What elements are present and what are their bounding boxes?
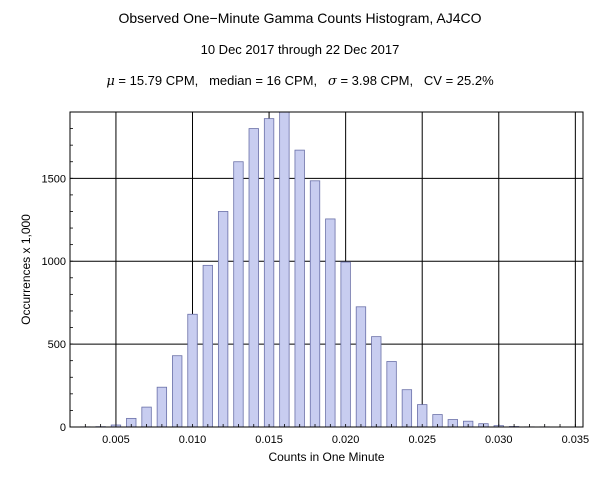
chart-stats: μ = 15.79 CPM, median = 16 CPM, σ = 3.98… xyxy=(0,73,600,89)
histogram-bar xyxy=(355,306,367,428)
x-tick-label: 0.030 xyxy=(485,434,513,446)
plot-frame xyxy=(69,111,584,428)
y-tick-label: 1000 xyxy=(42,256,66,268)
histogram-bar xyxy=(263,118,275,428)
mu-median-text: = 15.79 CPM, median = 16 CPM, xyxy=(114,73,328,88)
histogram-bar xyxy=(202,264,213,428)
bar-layer xyxy=(80,111,550,428)
x-tick-label: 0.035 xyxy=(562,434,590,446)
y-tick-label: 500 xyxy=(48,339,66,351)
histogram-bar xyxy=(187,313,198,428)
x-axis-label: Counts in One Minute xyxy=(268,450,384,464)
x-tick-label: 0.010 xyxy=(179,434,207,446)
histogram-bar xyxy=(217,211,229,428)
tick-layer: 0.005 0.010 0.015 0.020 0.025 0.030 0.035 0 500 1… xyxy=(42,111,590,446)
histogram-bar xyxy=(386,361,397,428)
histogram-bar xyxy=(309,180,321,428)
histogram-bar xyxy=(279,111,290,428)
histogram-bar xyxy=(248,128,259,428)
y-tick-label: 0 xyxy=(60,422,66,434)
histogram-bar xyxy=(417,404,428,428)
y-axis-label: Occurrences x 1,000 xyxy=(19,214,33,325)
sigma-symbol: σ xyxy=(327,74,337,89)
sigma-cv-text: = 3.98 CPM, CV = 25.2% xyxy=(336,73,494,88)
chart-subtitle: 10 Dec 2017 through 22 Dec 2017 xyxy=(200,42,400,57)
x-tick-label: 0.015 xyxy=(255,434,283,446)
x-tick-label: 0.005 xyxy=(102,434,130,446)
histogram-bar xyxy=(401,389,413,428)
histogram-bar xyxy=(233,161,244,428)
chart-title: Observed One−Minute Gamma Counts Histogr… xyxy=(118,10,482,26)
histogram-bar xyxy=(325,218,336,428)
histogram-bar xyxy=(371,336,382,428)
mu-symbol: μ xyxy=(106,74,115,89)
y-tick-label: 1500 xyxy=(42,173,66,185)
histogram-bar xyxy=(156,386,168,428)
x-tick-label: 0.025 xyxy=(408,434,436,446)
histogram-bar xyxy=(340,261,351,428)
histogram-bar xyxy=(294,149,305,428)
x-tick-label: 0.020 xyxy=(332,434,360,446)
histogram-bar xyxy=(172,355,183,428)
